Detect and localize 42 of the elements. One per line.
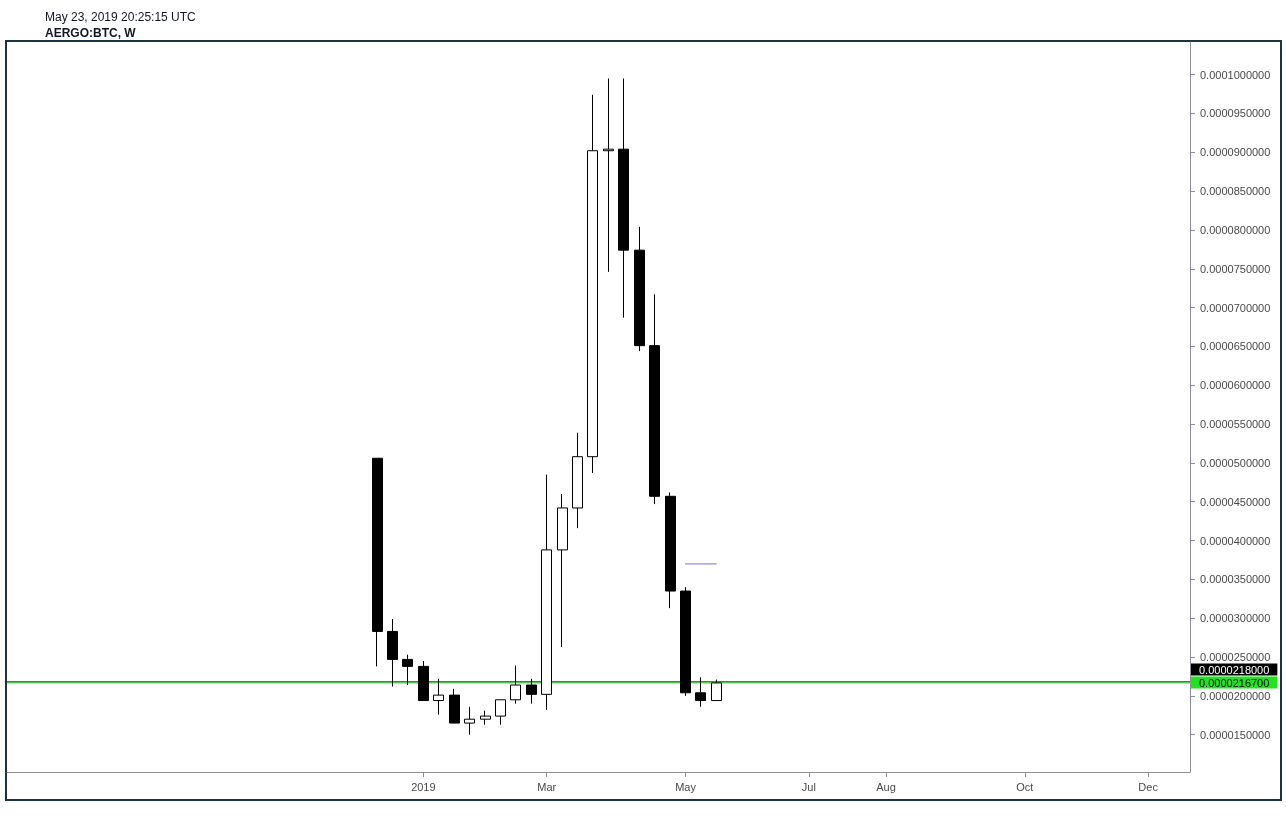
candlestick — [665, 491, 676, 609]
chart-title: AERGO:BTC, W — [45, 26, 137, 40]
ref-line-label: 0.0000216700 — [1199, 676, 1270, 689]
y-tick-label: 0.0000150000 — [1200, 728, 1271, 741]
x-tick-label: 2019 — [411, 780, 436, 793]
y-tick-label: 0.0000650000 — [1200, 340, 1271, 353]
candlestick — [495, 699, 506, 726]
y-tick-label: 0.0000450000 — [1200, 495, 1271, 508]
y-tick-label: 0.0000600000 — [1200, 379, 1271, 392]
x-tick-label: Jul — [801, 780, 816, 793]
y-tick-label: 0.0000250000 — [1200, 651, 1271, 664]
x-tick-label: May — [675, 780, 697, 793]
candlestick — [618, 78, 629, 319]
candlestick — [649, 293, 660, 505]
y-tick-label: 0.0000750000 — [1200, 262, 1271, 275]
x-tick-label: Aug — [876, 780, 896, 793]
candlestick — [557, 493, 568, 648]
candlestick — [587, 94, 598, 474]
y-tick-label: 0.0000300000 — [1200, 612, 1271, 625]
y-tick-label: 0.0000700000 — [1200, 301, 1271, 314]
candlestick — [464, 706, 475, 736]
y-tick-label: 0.0001000000 — [1200, 68, 1271, 81]
y-tick-label: 0.0000950000 — [1200, 107, 1271, 120]
y-tick-label: 0.0000350000 — [1200, 573, 1271, 586]
y-tick-label: 0.0000200000 — [1200, 689, 1271, 702]
y-tick-label: 0.0000900000 — [1200, 146, 1271, 159]
x-tick-label: Dec — [1138, 780, 1159, 793]
chart-subtitle: May 23, 2019 20:25:15 UTC — [45, 10, 197, 24]
candlestick — [372, 457, 383, 667]
y-tick-label: 0.0000850000 — [1200, 185, 1271, 198]
y-tick-label: 0.0000550000 — [1200, 418, 1271, 431]
candlestick — [480, 710, 491, 726]
candlestick — [603, 78, 614, 273]
y-tick-label: 0.0000500000 — [1200, 456, 1271, 469]
y-tick-label: 0.0000800000 — [1200, 223, 1271, 236]
candlestick — [634, 226, 645, 352]
x-tick-label: Oct — [1016, 780, 1034, 793]
x-tick-label: Mar — [537, 780, 557, 793]
ref-line-label: 0.0000218000 — [1199, 663, 1270, 676]
candlestick — [572, 432, 583, 529]
y-tick-label: 0.0000400000 — [1200, 534, 1271, 547]
candlestick — [449, 688, 460, 724]
